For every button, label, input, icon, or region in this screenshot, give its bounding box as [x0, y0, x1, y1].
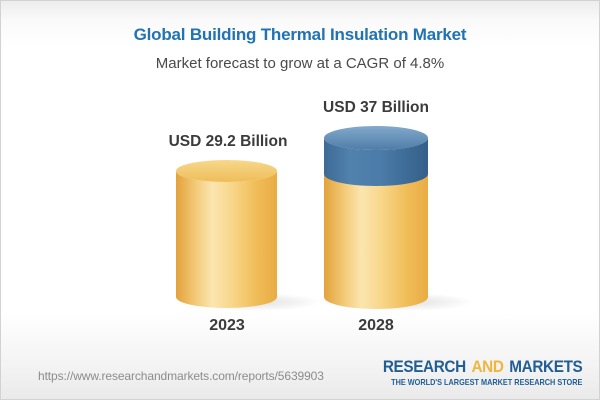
bar-2023-cylinder-cap — [176, 160, 277, 182]
chart-title: Global Building Thermal Insulation Marke… — [133, 25, 467, 44]
bar-2023-cylinder-body — [176, 171, 277, 308]
logo-word-markets: MARKETS — [508, 357, 583, 376]
value-label-2028: USD 37 Billion — [323, 99, 429, 116]
chart-subtitle: Market forecast to grow at a CAGR of 4.8… — [155, 55, 445, 72]
bar-2028-growth-cap — [324, 126, 428, 150]
year-label-2023: 2023 — [209, 317, 245, 334]
logo-word-research: RESEARCH — [382, 357, 466, 376]
logo-wordmark: RESEARCH AND MARKETS — [382, 357, 583, 377]
bar-2028-growth-band — [324, 138, 428, 186]
logo-word-and: AND — [471, 357, 504, 376]
year-label-2028: 2028 — [358, 317, 394, 334]
researchandmarkets-logo: RESEARCH AND MARKETS THE WORLD'S LARGEST… — [360, 357, 583, 387]
bar-2028-cylinder-body — [324, 173, 428, 309]
logo-tagline: THE WORLD'S LARGEST MARKET RESEARCH STOR… — [390, 376, 582, 387]
report-url: https://www.researchandmarkets.com/repor… — [38, 369, 324, 383]
value-label-2023: USD 29.2 Billion — [168, 133, 288, 150]
